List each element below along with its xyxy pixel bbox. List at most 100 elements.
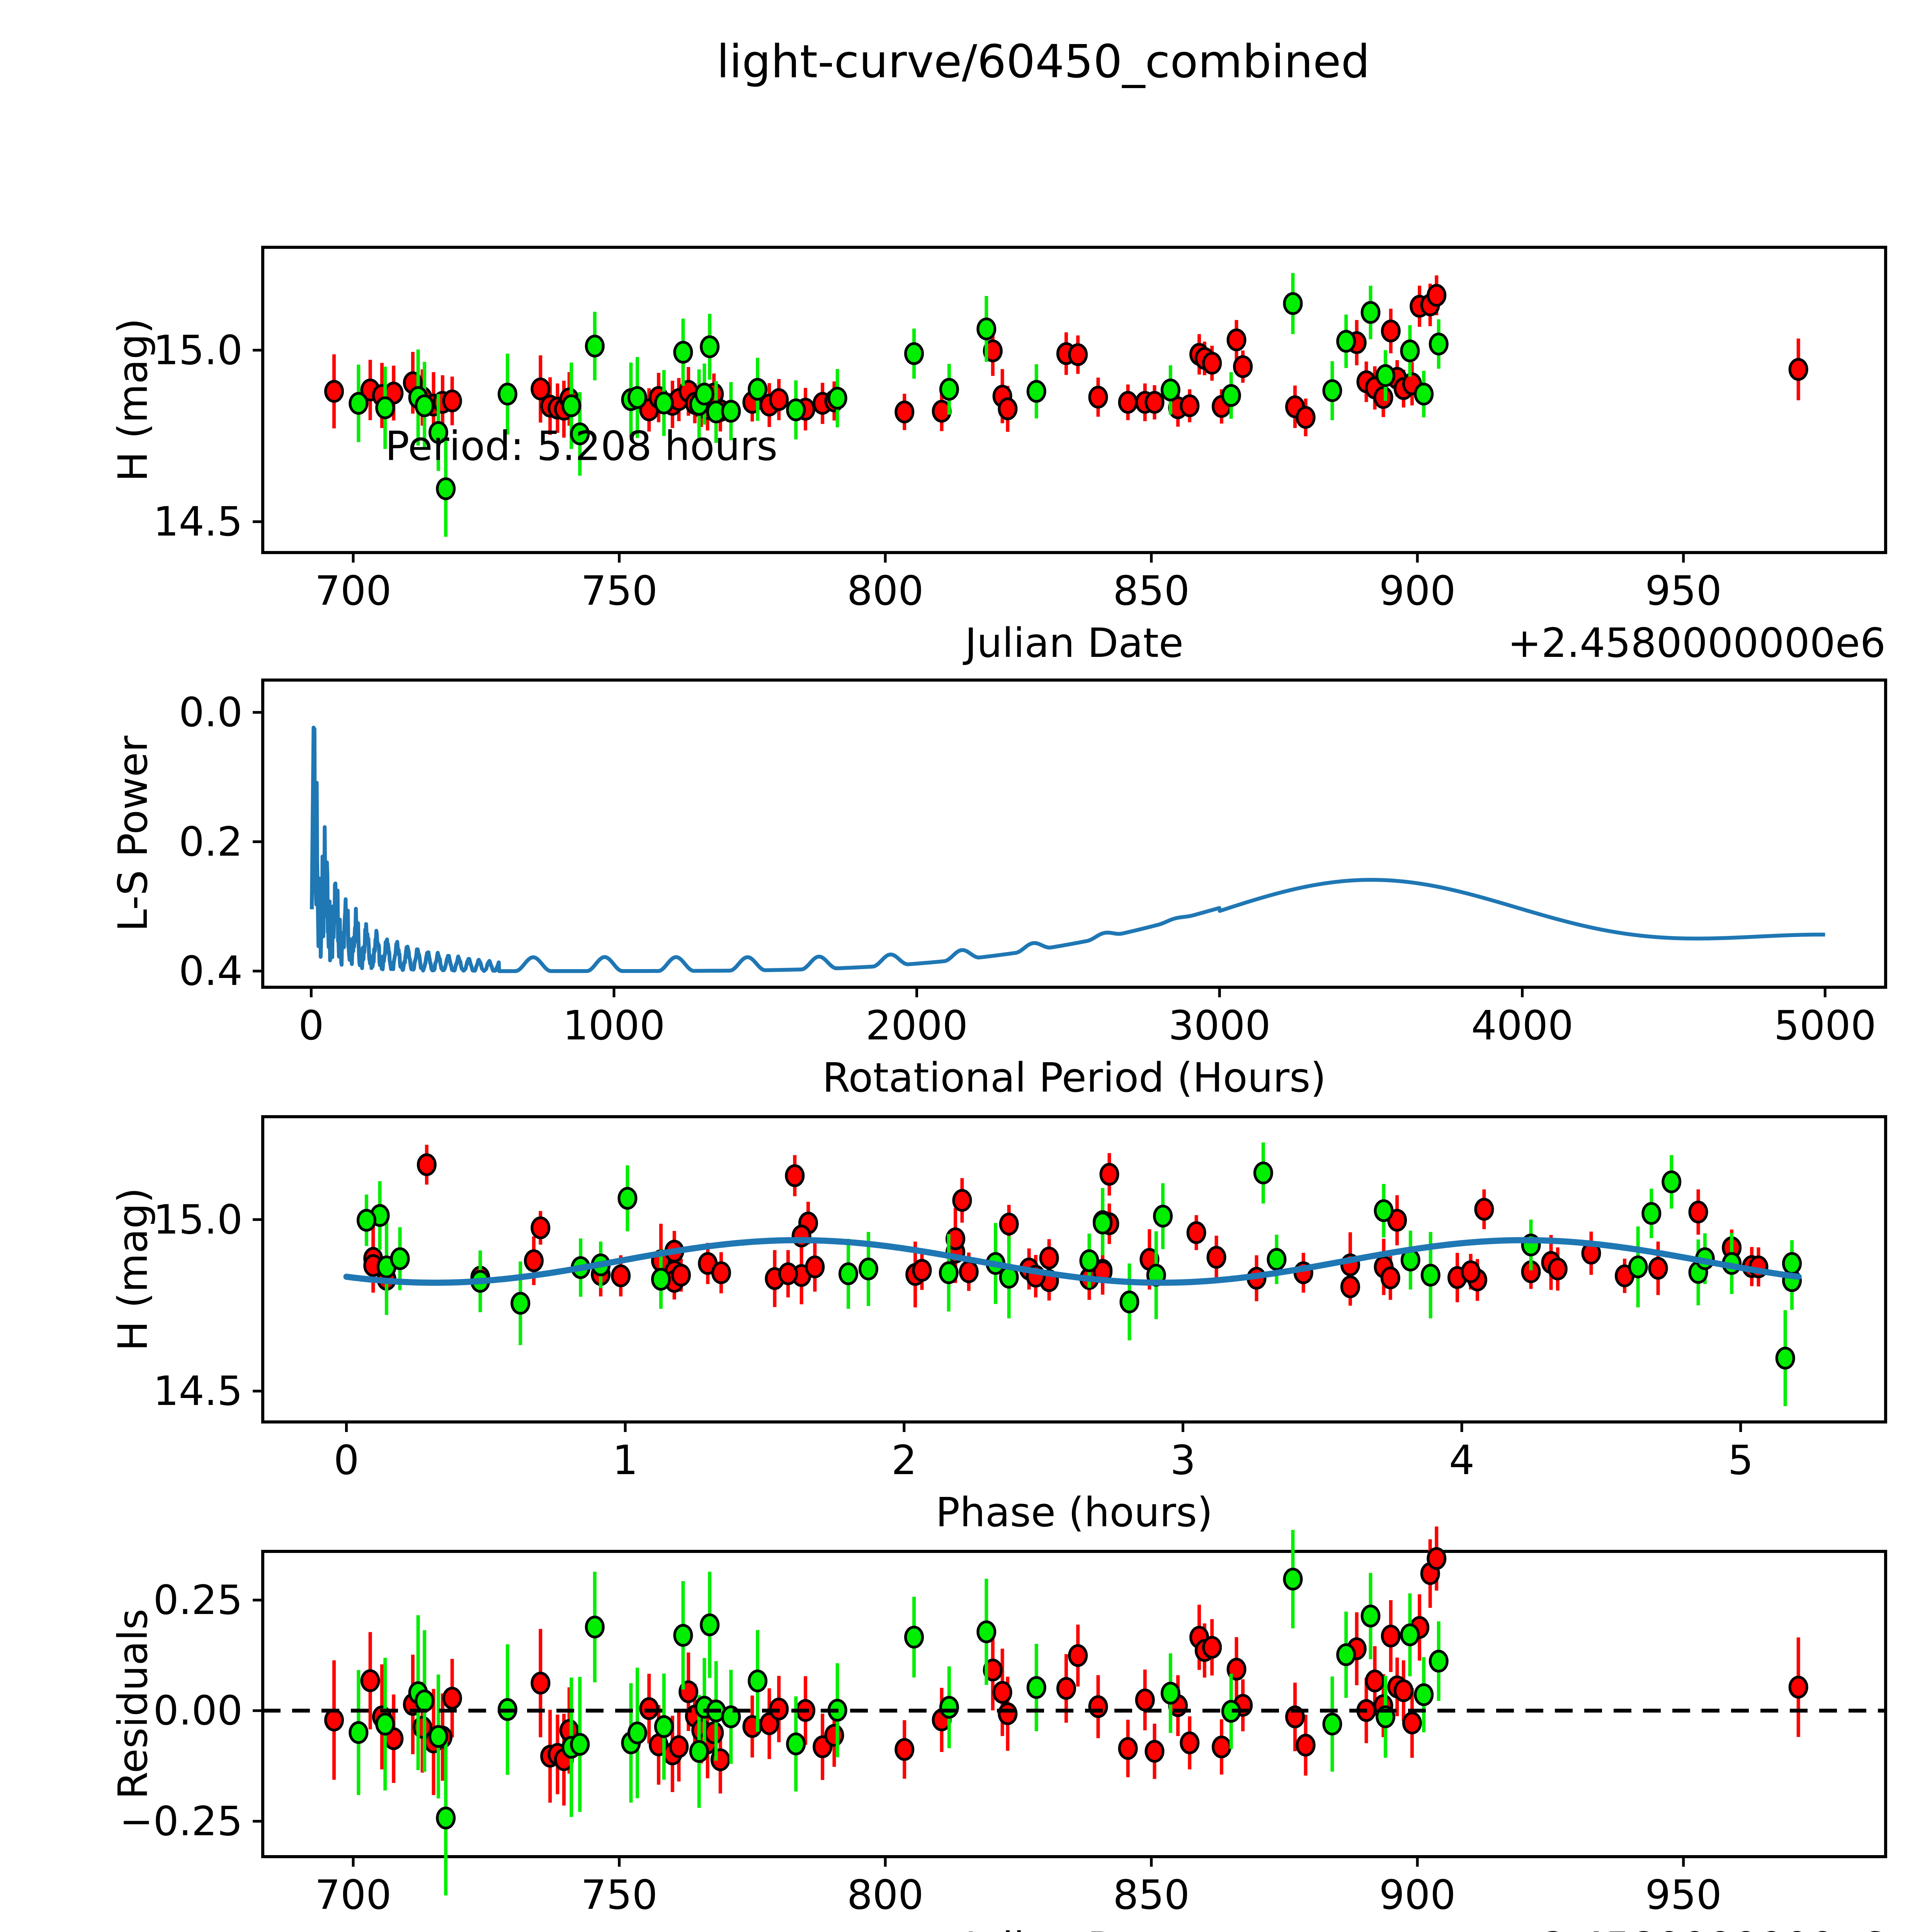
series-green: [349, 1530, 1449, 1896]
data-point: [1420, 1264, 1440, 1287]
data-point: [1788, 1675, 1808, 1699]
data-point: [436, 1806, 456, 1830]
data-point: [895, 1738, 915, 1761]
panel-phase: 0 1 2 3 4 5 15.0 14.5 H (mag) Phase (hours): [109, 1115, 1887, 1536]
data-point: [673, 1624, 693, 1647]
data-point: [959, 1260, 979, 1283]
data-point: [442, 389, 462, 413]
data-point: [1427, 1547, 1447, 1570]
data-point: [1381, 1624, 1401, 1648]
x-tick-label: 0: [333, 1437, 359, 1484]
data-point: [704, 1721, 724, 1744]
data-point: [1429, 1650, 1449, 1673]
data-point: [654, 1715, 674, 1738]
data-point: [1648, 1257, 1668, 1280]
x-tick-label: 850: [1113, 567, 1190, 614]
data-point: [524, 1249, 544, 1272]
x-axis-label: Phase (hours): [935, 1489, 1213, 1536]
y-tick-label: 15.0: [153, 327, 243, 374]
data-point: [939, 1696, 959, 1719]
x-tick-label: 3: [1170, 1437, 1196, 1484]
data-point: [324, 380, 344, 403]
x-axis-label: Julian Date: [963, 1923, 1184, 1932]
y-tick-label: 15.0: [153, 1196, 243, 1243]
data-point: [1427, 284, 1447, 307]
data-point: [1068, 1644, 1088, 1667]
x-tick-label: 1000: [563, 1002, 665, 1049]
data-point: [1202, 352, 1222, 375]
data-point: [998, 1702, 1018, 1725]
data-point: [1429, 332, 1449, 355]
data-point: [1119, 1290, 1139, 1313]
data-point: [360, 1669, 380, 1692]
data-point: [1283, 1568, 1303, 1591]
data-point: [1160, 378, 1180, 401]
data-point: [428, 1725, 448, 1748]
data-point: [1628, 1255, 1648, 1279]
data-point: [1336, 1643, 1356, 1666]
data-point: [1402, 1711, 1422, 1735]
data-point: [1373, 386, 1393, 409]
data-point: [824, 1724, 844, 1747]
data-point: [1153, 1204, 1173, 1228]
data-point: [904, 342, 924, 365]
x-tick-label: 800: [847, 1871, 924, 1918]
data-point: [349, 1721, 369, 1744]
data-point: [531, 1216, 551, 1240]
data-point: [1376, 364, 1396, 387]
data-point: [1400, 339, 1420, 362]
data-point: [1340, 1275, 1360, 1298]
data-point: [617, 1187, 638, 1210]
data-point: [510, 1292, 531, 1315]
data-point: [700, 1613, 720, 1636]
data-point: [531, 1672, 551, 1695]
data-point: [805, 1255, 825, 1279]
data-point: [1202, 1636, 1222, 1659]
x-axis-offset-text: +2.4580000000e6: [1508, 619, 1886, 667]
y-tick-label: 0.00: [153, 1687, 243, 1734]
data-point: [375, 1713, 395, 1736]
x-tick-label: 1: [612, 1437, 638, 1484]
data-point: [700, 335, 720, 358]
data-point: [1233, 355, 1253, 378]
data-point: [1283, 292, 1303, 315]
data-point: [415, 394, 435, 417]
period-annotation: Period: 5.208 hours: [385, 422, 778, 469]
data-point: [1160, 1682, 1180, 1705]
data-point: [654, 391, 674, 415]
data-point: [689, 1740, 709, 1763]
x-tick-label: 950: [1645, 567, 1722, 614]
data-point: [1548, 1257, 1568, 1281]
data-point: [1267, 1248, 1287, 1271]
data-point: [1079, 1249, 1099, 1272]
plot-frame: [261, 1115, 1887, 1423]
data-point: [436, 477, 456, 500]
data-point: [1322, 379, 1342, 402]
data-point: [1361, 1604, 1381, 1628]
series-red: [324, 275, 1808, 438]
data-point: [375, 396, 395, 419]
x-tick-label: 5: [1728, 1437, 1753, 1484]
sinusoid-fit-curve: [343, 1237, 1802, 1286]
x-axis-offset-text: +2.4580000000e6: [1508, 1923, 1886, 1932]
y-tick-label: 14.5: [153, 1367, 243, 1415]
data-point: [1253, 1162, 1273, 1185]
data-point: [1135, 1688, 1155, 1711]
data-point: [976, 317, 997, 340]
panel-lightcurve: 700 750 800 850 900 950 15.0 14.5 H (mag) Julian …: [109, 246, 1887, 667]
x-axis-label: Julian Date: [963, 619, 1184, 667]
data-point: [838, 1262, 858, 1286]
data-point: [497, 383, 517, 406]
data-point: [858, 1257, 878, 1281]
x-tick-label: 700: [315, 567, 392, 614]
data-point: [1336, 330, 1356, 353]
data-point: [561, 394, 582, 417]
data-point: [711, 1261, 731, 1284]
data-point: [390, 1247, 410, 1270]
page-title: light-curve/60450_combined: [716, 35, 1370, 88]
data-point: [1782, 1252, 1802, 1275]
data-point: [939, 1261, 959, 1284]
data-point: [1461, 1260, 1481, 1283]
x-tick-label: 5000: [1774, 1002, 1876, 1049]
